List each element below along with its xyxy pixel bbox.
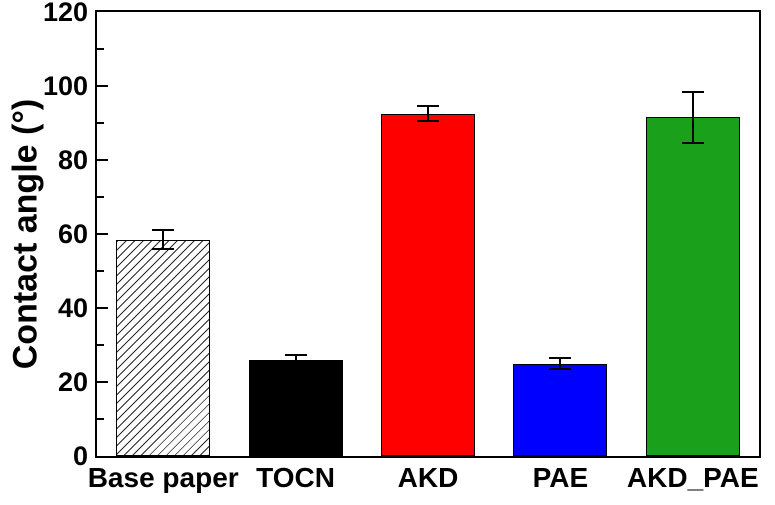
- y-tick-90: [97, 122, 104, 124]
- bar-pae: [513, 363, 608, 456]
- error-line-base-paper: [162, 230, 165, 249]
- x-label-tocn: TOCN: [256, 462, 336, 493]
- bar-akd: [381, 113, 475, 456]
- y-tick-label-0: 0: [72, 441, 88, 471]
- error-cap-bottom-pae: [549, 368, 572, 371]
- plot-area: [95, 10, 761, 458]
- error-cap-top-base-paper: [152, 229, 175, 232]
- y-tick-80: [97, 159, 108, 161]
- y-tick-label-60: 60: [57, 219, 88, 249]
- x-label-akd-pae: AKD_PAE: [626, 462, 759, 493]
- error-cap-bottom-akd: [417, 120, 439, 123]
- error-cap-bottom-akd-pae: [681, 142, 704, 145]
- x-label-akd: AKD: [397, 462, 459, 493]
- error-cap-bottom-base-paper: [152, 247, 175, 250]
- y-tick-label-40: 40: [57, 293, 88, 323]
- y-tick-20: [97, 381, 108, 383]
- error-cap-bottom-tocn: [284, 363, 307, 366]
- y-tick-60: [97, 233, 108, 235]
- error-line-akd: [427, 106, 429, 122]
- y-tick-10: [97, 418, 104, 420]
- bar-tocn: [248, 359, 343, 456]
- plot-inner: [97, 12, 759, 456]
- error-line-tocn: [294, 355, 297, 365]
- x-label-base-paper: Base paper: [87, 462, 239, 493]
- error-cap-top-tocn: [284, 354, 307, 357]
- y-tick-110: [97, 48, 104, 50]
- error-cap-top-pae: [549, 356, 572, 359]
- error-cap-top-akd: [417, 105, 439, 108]
- bar-base-paper: [116, 239, 211, 456]
- y-tick-50: [97, 270, 104, 272]
- y-tick-label-80: 80: [57, 145, 88, 175]
- error-cap-top-akd-pae: [681, 90, 704, 93]
- bar-akd-pae: [645, 117, 740, 456]
- y-tick-label-100: 100: [42, 71, 88, 101]
- y-tick-40: [97, 307, 108, 309]
- y-tick-30: [97, 344, 104, 346]
- y-tick-100: [97, 85, 108, 87]
- x-label-pae: PAE: [532, 462, 589, 493]
- y-tick-70: [97, 196, 104, 198]
- error-line-pae: [559, 357, 562, 370]
- y-tick-label-120: 120: [42, 0, 88, 27]
- y-tick-label-20: 20: [57, 367, 88, 397]
- error-line-akd-pae: [691, 91, 694, 144]
